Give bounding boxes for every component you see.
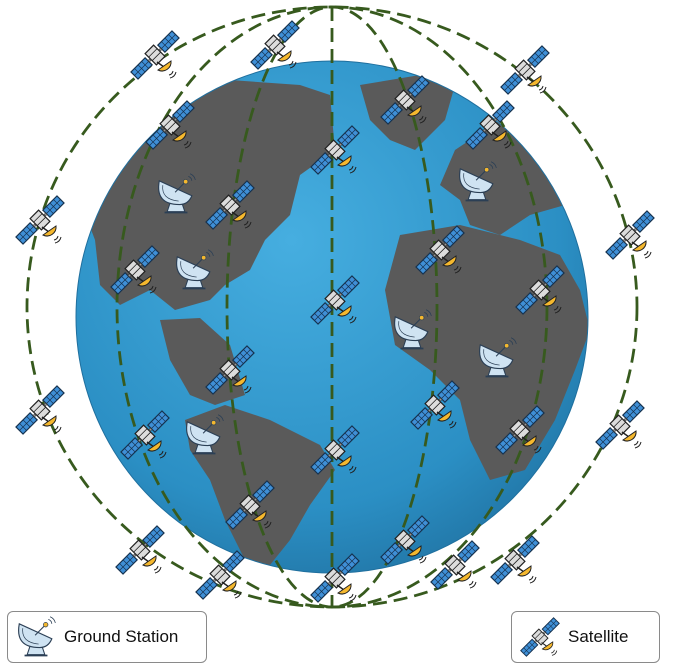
satellite-icon xyxy=(113,523,167,577)
satellite-dish-icon xyxy=(17,615,57,657)
satellite-icon xyxy=(13,193,67,247)
continent-south-america xyxy=(185,405,335,565)
orbit-paths xyxy=(25,5,639,609)
legend-ground-station-label: Ground Station xyxy=(64,627,179,646)
legend-ground-station: Ground Station xyxy=(7,611,207,663)
satellite-icon xyxy=(498,43,552,97)
satellite-icon xyxy=(603,208,657,262)
satellite-icon xyxy=(128,28,182,82)
satellite-icon xyxy=(518,615,562,659)
legend-satellite: Satellite xyxy=(511,611,660,663)
satellite-icon xyxy=(593,398,647,452)
continent-greenland xyxy=(360,75,455,150)
legend-satellite-label: Satellite xyxy=(568,627,629,646)
